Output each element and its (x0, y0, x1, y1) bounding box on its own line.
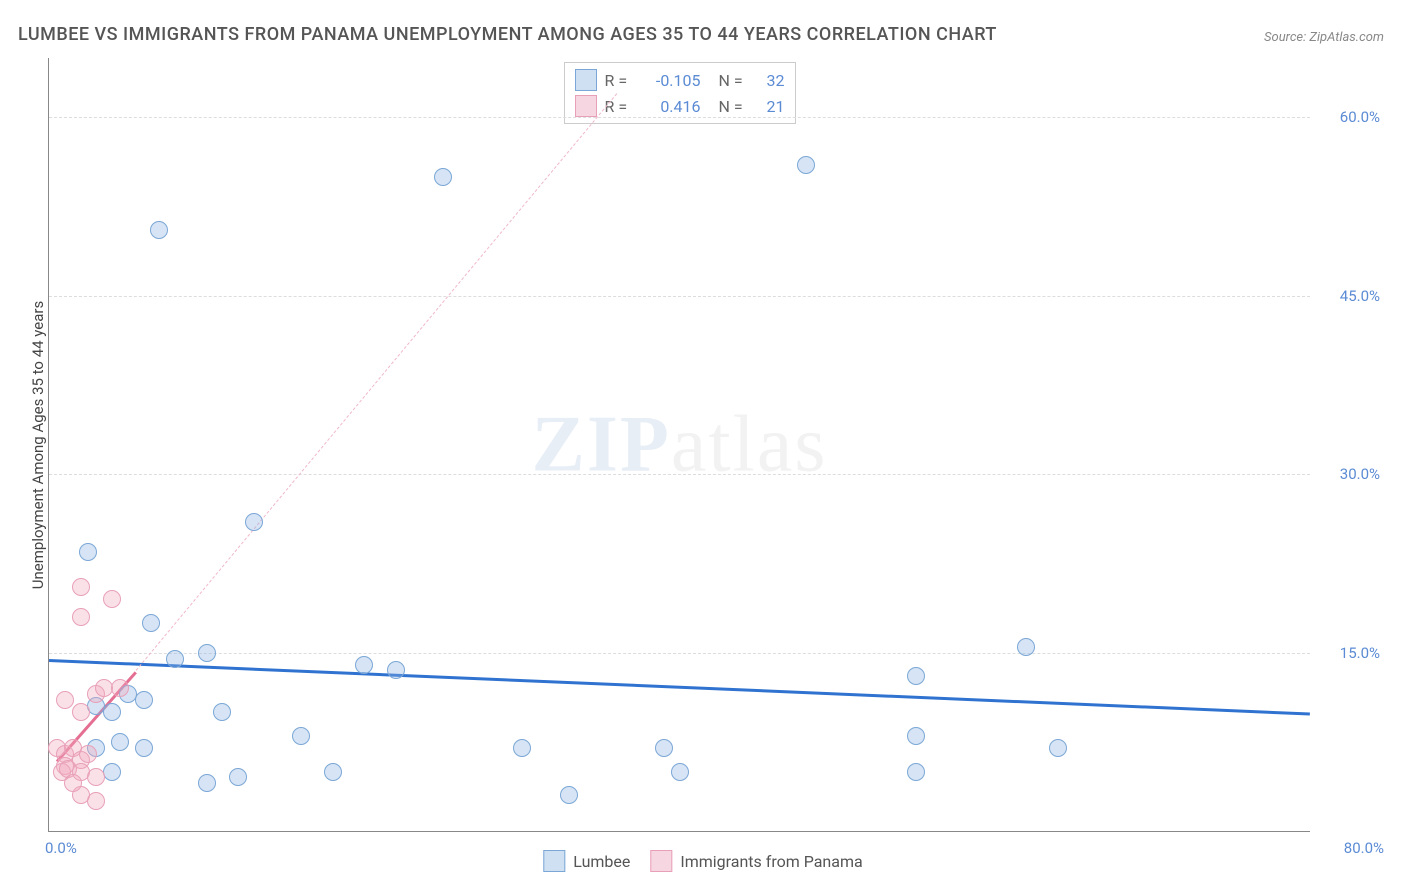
trend-line (49, 659, 1310, 716)
data-point (166, 650, 184, 668)
legend-swatch (543, 850, 565, 872)
data-point (72, 703, 90, 721)
data-point (72, 608, 90, 626)
source-label: Source: ZipAtlas.com (1264, 30, 1384, 45)
r-label: R = (605, 71, 633, 90)
data-point (229, 768, 247, 786)
y-tick-label: 15.0% (1320, 644, 1380, 662)
y-tick-label: 45.0% (1320, 287, 1380, 305)
legend-swatch (575, 69, 597, 91)
legend-item: Lumbee (543, 850, 630, 872)
data-point (103, 703, 121, 721)
data-point (79, 745, 97, 763)
n-label: N = (719, 71, 747, 90)
data-point (142, 614, 160, 632)
data-point (198, 774, 216, 792)
series-legend: Lumbee Immigrants from Panama (543, 850, 862, 872)
data-point (907, 667, 925, 685)
plot-area: ZIPatlas R =-0.105N =32R =0.416N =21 15.… (48, 58, 1310, 832)
n-value: 21 (755, 97, 785, 116)
data-point (387, 661, 405, 679)
y-tick-label: 30.0% (1320, 465, 1380, 483)
data-point (324, 763, 342, 781)
data-point (513, 739, 531, 757)
gridline (49, 117, 1310, 118)
gridline (49, 653, 1310, 654)
data-point (72, 578, 90, 596)
data-point (150, 221, 168, 239)
data-point (87, 768, 105, 786)
gridline (49, 296, 1310, 297)
legend-swatch (575, 95, 597, 117)
data-point (135, 739, 153, 757)
data-point (111, 679, 129, 697)
trend-line (135, 94, 617, 671)
gridline (49, 474, 1310, 475)
watermark: ZIPatlas (532, 399, 828, 490)
data-point (655, 739, 673, 757)
data-point (355, 656, 373, 674)
legend-label: Immigrants from Panama (680, 852, 862, 871)
n-label: N = (719, 97, 747, 116)
data-point (560, 786, 578, 804)
data-point (292, 727, 310, 745)
legend-item: Immigrants from Panama (650, 850, 862, 872)
x-tick-label: 0.0% (45, 839, 77, 857)
x-tick-label: 80.0% (1344, 839, 1384, 857)
data-point (907, 763, 925, 781)
legend-label: Lumbee (573, 852, 630, 871)
data-point (64, 774, 82, 792)
data-point (103, 763, 121, 781)
data-point (87, 792, 105, 810)
y-axis-title: Unemployment Among Ages 35 to 44 years (29, 301, 47, 589)
chart-title: LUMBEE VS IMMIGRANTS FROM PANAMA UNEMPLO… (18, 24, 997, 45)
r-value: -0.105 (641, 71, 701, 90)
data-point (1049, 739, 1067, 757)
data-point (135, 691, 153, 709)
data-point (213, 703, 231, 721)
y-tick-label: 60.0% (1320, 108, 1380, 126)
n-value: 32 (755, 71, 785, 90)
legend-swatch (650, 850, 672, 872)
data-point (103, 590, 121, 608)
data-point (671, 763, 689, 781)
data-point (56, 691, 74, 709)
data-point (245, 513, 263, 531)
data-point (434, 168, 452, 186)
data-point (1017, 638, 1035, 656)
legend-row: R = -0.105 N = 32 (575, 67, 785, 93)
data-point (111, 733, 129, 751)
chart-area: Unemployment Among Ages 35 to 44 years Z… (48, 58, 1390, 832)
data-point (198, 644, 216, 662)
r-value: 0.416 (641, 97, 701, 116)
data-point (907, 727, 925, 745)
r-label: R = (605, 97, 633, 116)
data-point (79, 543, 97, 561)
data-point (797, 156, 815, 174)
